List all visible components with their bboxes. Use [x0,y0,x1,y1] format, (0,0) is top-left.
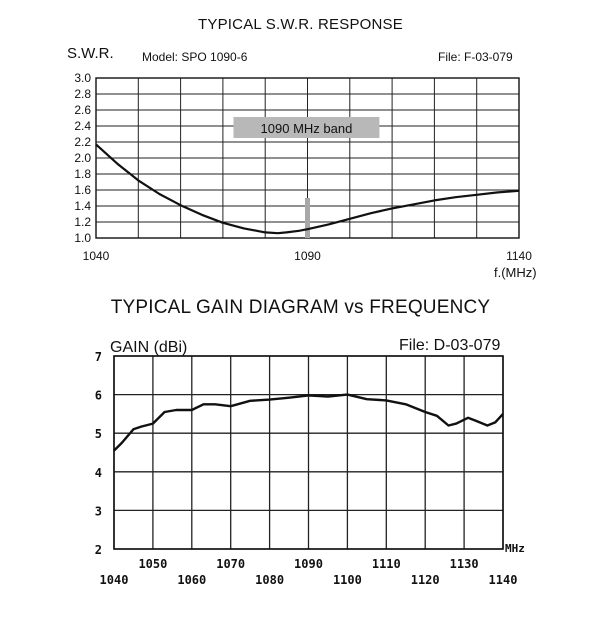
gain-y-tick-label: 6 [95,389,102,403]
swr-y-tick-label: 1.8 [74,167,91,181]
gain-series-line [113,393,504,452]
gain-x-tick-label-upper: 1110 [372,557,401,571]
swr-chart-title: TYPICAL S.W.R. RESPONSE [198,16,403,33]
gain-x-tick-label-lower: 1100 [333,573,362,587]
gain-x-axis-label: MHz [505,542,525,555]
swr-y-tick-label: 1.0 [74,231,91,245]
swr-x-tick-label: 1140 [506,249,532,263]
swr-y-tick-label: 2.2 [74,135,91,149]
gain-y-tick-label: 3 [95,504,102,518]
gain-y-tick-label: 4 [95,466,102,480]
gain-x-tick-label-lower: 1140 [489,573,518,587]
swr-file-label: File: F-03-079 [438,50,513,64]
gain-y-axis-label: GAIN (dBi) [110,339,187,356]
gain-y-tick-label: 2 [95,543,102,557]
swr-x-axis-label: f.(MHz) [494,265,537,280]
swr-band-label-box [233,117,380,138]
swr-y-tick-label: 1.4 [74,199,91,213]
swr-x-tick-label: 1090 [294,249,321,263]
swr-y-tick-label: 2.6 [74,103,91,117]
gain-x-tick-label-lower: 1120 [411,573,440,587]
gain-chart-title: TYPICAL GAIN DIAGRAM vs FREQUENCY [110,297,491,318]
gain-x-tick-label-lower: 1080 [255,573,284,587]
gain-y-tick-label: 7 [95,350,102,364]
gain-x-tick-label-upper: 1070 [216,557,245,571]
swr-y-tick-label: 1.6 [74,183,91,197]
swr-y-axis-label: S.W.R. [67,45,114,62]
swr-x-tick-label: 1040 [83,249,110,263]
swr-y-tick-label: 3.0 [74,71,91,85]
gain-x-tick-label-lower: 1040 [100,573,129,587]
swr-y-tick-label: 1.2 [74,215,91,229]
swr-y-tick-label: 2.4 [74,119,91,133]
gain-y-tick-label: 5 [95,427,102,441]
swr-series-line [95,143,520,235]
swr-band-marker [305,198,310,238]
gain-file-label: File: D-03-079 [399,337,501,354]
gain-plot-frame [113,355,504,550]
swr-y-tick-label: 2.0 [74,151,91,165]
swr-band-label: 1090 MHz band [261,121,353,136]
swr-model-label: Model: SPO 1090-6 [142,50,248,64]
gain-x-tick-label-upper: 1130 [450,557,479,571]
gain-x-tick-label-upper: 1090 [294,557,323,571]
gain-x-tick-label-lower: 1060 [177,573,206,587]
swr-y-tick-label: 2.8 [74,87,91,101]
gain-x-tick-label-upper: 1050 [138,557,167,571]
